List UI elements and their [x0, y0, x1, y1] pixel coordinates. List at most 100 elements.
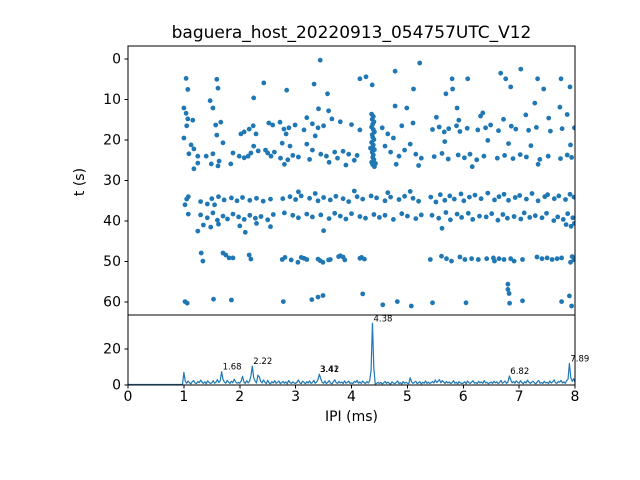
scatter-point	[325, 91, 330, 97]
scatter-point	[253, 131, 259, 137]
scatter-point	[506, 291, 512, 296]
scatter-point	[410, 195, 416, 201]
scatter-point	[501, 116, 506, 122]
scatter-point	[549, 257, 555, 262]
scatter-point	[469, 164, 475, 170]
scatter-point	[534, 254, 540, 260]
scatter-point	[343, 216, 349, 222]
scatter-point	[290, 212, 296, 218]
scatter-point	[316, 106, 321, 112]
scatter-point	[563, 197, 568, 202]
x-tick-label: 6	[459, 389, 468, 405]
scatter-point	[374, 195, 379, 201]
scatter-point	[354, 153, 360, 158]
scatter-point	[394, 299, 400, 304]
scatter-point	[496, 256, 502, 262]
scatter-point	[315, 125, 321, 131]
scatter-point	[333, 193, 339, 199]
scatter-point	[431, 154, 437, 160]
scatter-point	[526, 127, 531, 133]
scatter-point	[539, 256, 545, 262]
scatter-point	[198, 212, 204, 218]
scatter-point	[500, 212, 506, 217]
scatter-point	[296, 154, 301, 160]
scatter-point	[362, 256, 367, 262]
scatter-point	[203, 153, 209, 159]
scatter-point	[568, 142, 573, 148]
scatter-point	[272, 149, 277, 155]
scatter-point	[505, 215, 510, 221]
scatter-point	[304, 257, 310, 262]
scatter-point	[293, 197, 298, 202]
scatter-point	[326, 159, 332, 165]
scatter-point	[511, 214, 517, 219]
scatter-point	[242, 229, 248, 235]
chart-title: baguera_host_20220913_054757UTC_V12	[172, 23, 532, 43]
y-tick-label: 40	[103, 214, 121, 230]
scatter-point	[430, 127, 435, 132]
scatter-point	[182, 202, 188, 208]
scatter-point	[494, 155, 500, 161]
scatter-point	[467, 151, 473, 157]
scatter-point	[564, 112, 570, 117]
scatter-point	[337, 119, 343, 125]
scatter-point	[439, 253, 444, 259]
scatter-point	[465, 76, 471, 82]
scatter-point	[304, 141, 310, 147]
scatter-point	[318, 212, 324, 218]
y-tick-label: 0	[112, 52, 121, 68]
scatter-point	[198, 199, 204, 205]
scatter-point	[282, 210, 287, 216]
scatter-point	[520, 298, 525, 304]
x-tick-label: 4	[347, 389, 356, 405]
scatter-point	[247, 212, 253, 218]
scatter-point	[545, 192, 550, 198]
scatter-point	[517, 193, 523, 198]
scatter-point	[357, 214, 363, 219]
scatter-point	[216, 221, 221, 227]
scatter-point	[391, 135, 396, 141]
scatter-point	[354, 194, 360, 200]
scatter-point	[280, 299, 286, 304]
scatter-point	[569, 303, 574, 309]
scatter-point	[185, 116, 191, 122]
scatter-point	[506, 197, 511, 203]
scatter-point	[246, 252, 252, 258]
scatter-point	[433, 199, 439, 205]
scatter-point	[369, 82, 375, 88]
scatter-point	[304, 211, 310, 217]
scatter-point	[324, 153, 329, 159]
scatter-point	[512, 195, 518, 200]
scatter-point	[363, 215, 368, 221]
scatter-point	[285, 157, 291, 163]
scatter-point	[560, 217, 566, 222]
scatter-point	[417, 60, 423, 66]
scatter-point	[320, 259, 326, 265]
scatter-point	[195, 228, 201, 234]
scatter-point	[301, 127, 307, 133]
scatter-point	[287, 194, 293, 200]
scatter-point	[436, 124, 442, 130]
scatter-point	[462, 155, 467, 161]
scatter-point	[498, 70, 504, 76]
scatter-point	[220, 213, 226, 219]
scatter-point	[216, 158, 222, 164]
scatter-point	[399, 123, 405, 129]
scatter-point	[385, 131, 391, 137]
scatter-point	[307, 157, 312, 162]
scatter-point	[247, 197, 253, 203]
scatter-point	[327, 197, 333, 203]
scatter-point	[237, 223, 243, 229]
scatter-point	[418, 212, 424, 218]
scatter-point	[307, 195, 312, 201]
scatter-point	[214, 76, 220, 82]
scatter-point	[463, 300, 469, 306]
scatter-point	[408, 303, 414, 309]
scatter-point	[326, 108, 331, 114]
scatter-point	[215, 85, 221, 91]
scatter-point	[295, 259, 301, 265]
y-tick-label: 10	[103, 92, 121, 108]
scatter-points-group	[181, 57, 575, 309]
scatter-point	[191, 166, 197, 172]
scatter-point	[185, 211, 191, 217]
